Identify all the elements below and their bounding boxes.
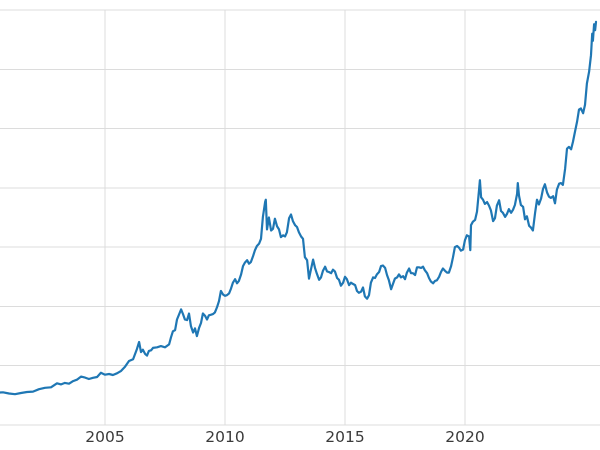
x-tick-label: 2015	[325, 428, 364, 446]
series-group	[0, 20, 598, 396]
x-tick-label: 2010	[205, 428, 244, 446]
series-line	[0, 20, 598, 396]
x-tick-label: 2020	[445, 428, 484, 446]
x-tick-label: 2005	[85, 428, 124, 446]
gridlines	[0, 9, 600, 426]
x-axis-ticks: 2005 2010 2015 2020	[85, 428, 484, 446]
